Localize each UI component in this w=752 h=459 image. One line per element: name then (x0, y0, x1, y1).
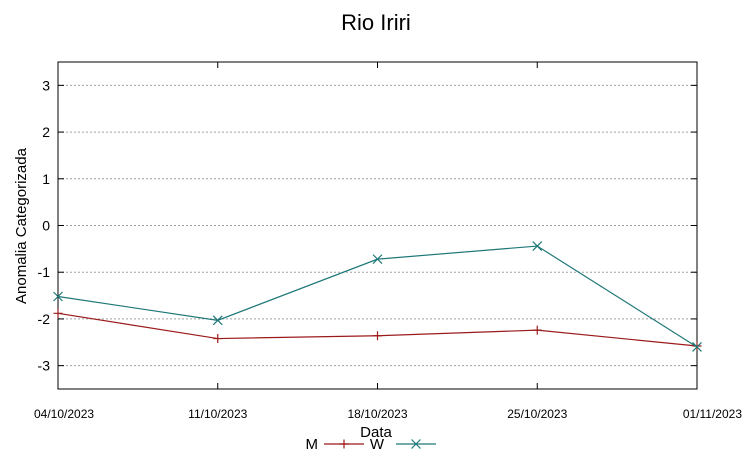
data-point-W (372, 254, 383, 265)
data-point-M (692, 341, 702, 351)
legend-marker-M (339, 439, 349, 449)
data-point-M (532, 325, 542, 335)
series-layer (53, 241, 702, 352)
y-tick-label: -1 (38, 264, 51, 280)
data-point-W (212, 315, 223, 326)
y-tick-label: 1 (42, 171, 50, 187)
x-tick-label: 11/10/2023 (188, 407, 247, 421)
y-tick-label: 2 (42, 124, 50, 140)
x-tick-label: 18/10/2023 (347, 407, 407, 421)
data-point-W (532, 241, 543, 251)
y-tick-label: -3 (38, 358, 51, 374)
data-point-M (213, 334, 223, 344)
grid-lines (58, 84, 697, 367)
y-axis-label: Anomalia Categorizada (13, 147, 30, 304)
legend-marker-W (411, 439, 421, 449)
x-axis-label: Data (360, 424, 392, 441)
data-point-M (373, 331, 382, 341)
legend-label-W: W (370, 436, 385, 453)
x-tick-label: 01/11/2023 (683, 407, 742, 421)
x-tick-label: 04/10/2023 (34, 407, 94, 421)
axis-ticks: 3 2 1 0 -1 -2 -3 04/10/2023 11/10/2023 18/10/2023… (34, 62, 742, 421)
chart-title: Rio Iriri (341, 10, 411, 35)
y-tick-label: 3 (42, 77, 50, 93)
y-tick-label: -2 (38, 311, 51, 327)
legend-label-M: M (306, 436, 319, 453)
x-tick-label: 25/10/2023 (507, 407, 567, 421)
data-point-W (53, 291, 63, 302)
data-point-W (692, 342, 702, 352)
y-tick-label: 0 (42, 218, 50, 234)
series-line-M (57, 312, 698, 347)
data-point-M (53, 308, 63, 318)
